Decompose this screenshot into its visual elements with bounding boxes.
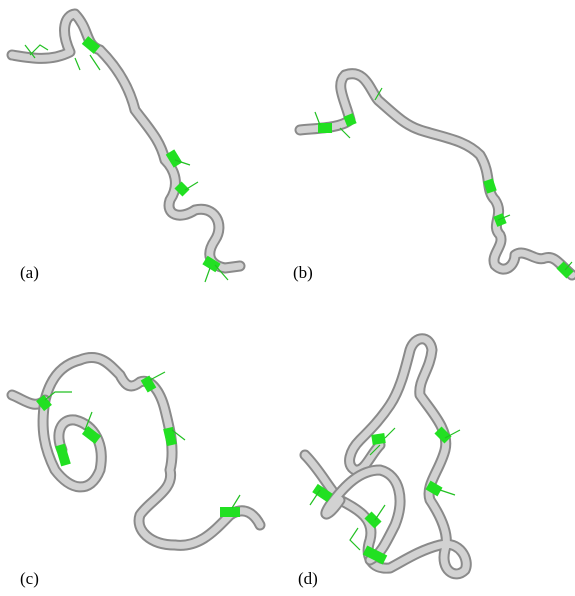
figure: (a) (b) (c) (d) [0, 0, 575, 596]
ribbon-b [300, 74, 572, 275]
panel-label: (b) [293, 263, 313, 282]
ribbon-c [12, 358, 260, 546]
page: {"panels": [{"label": "(a)"}, {"label": … [0, 0, 575, 596]
panel-label: (a) [20, 263, 39, 282]
panel-label: (d) [298, 569, 318, 588]
panel-label: (c) [20, 569, 39, 588]
ribbon-a [12, 14, 240, 282]
ribbon-d [305, 339, 466, 574]
